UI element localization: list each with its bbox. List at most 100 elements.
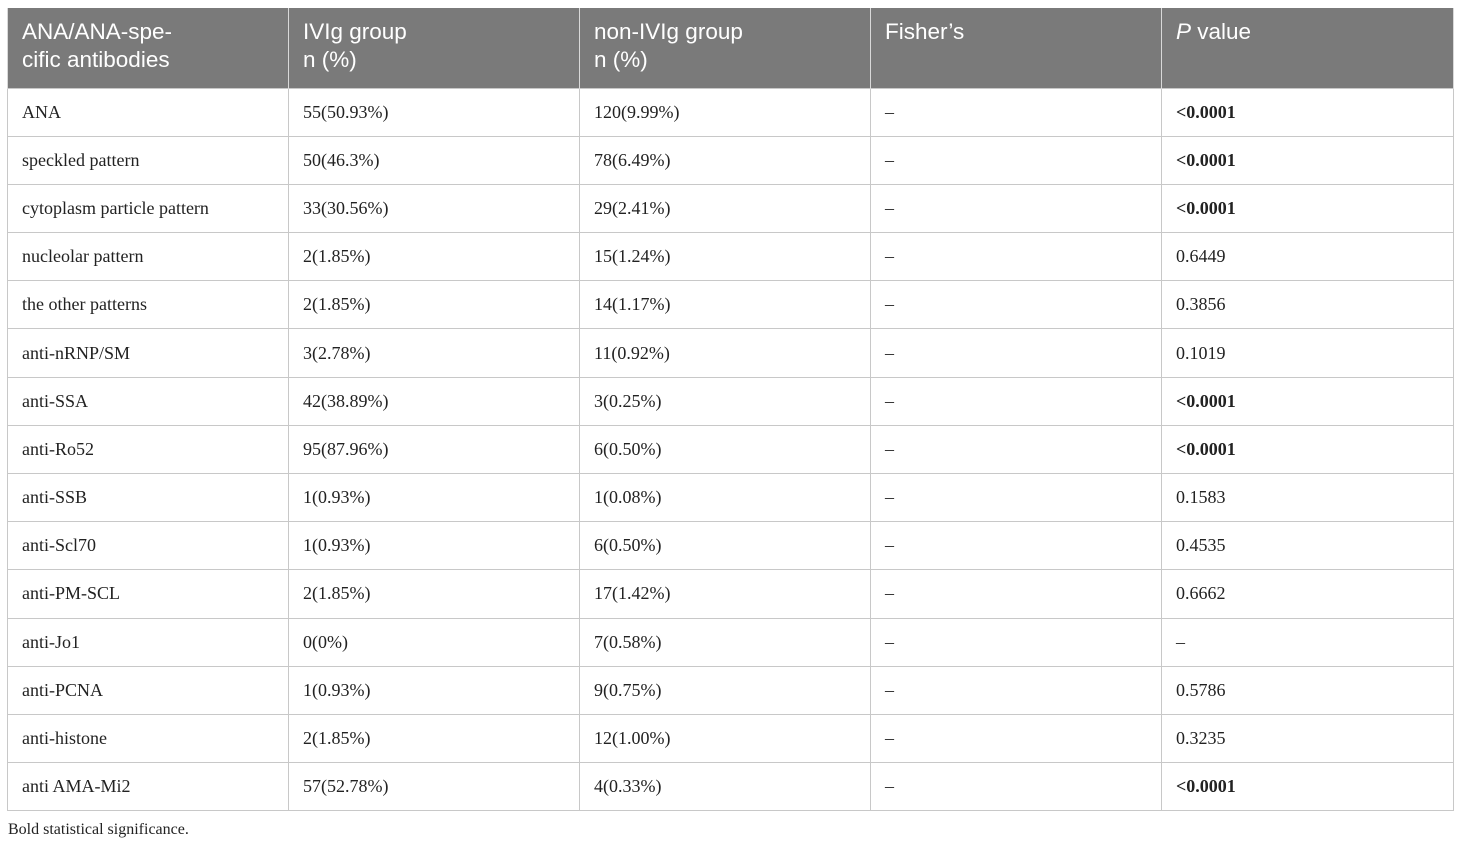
cell-antibody: cytoplasm particle pattern	[7, 183, 289, 234]
cell-ivig: 50(46.3%)	[288, 135, 580, 185]
cell-ivig: 55(50.93%)	[288, 87, 580, 137]
cell-ivig: 3(2.78%)	[288, 328, 580, 378]
table-row: anti-PCNA 1(0.93%) 9(0.75%) –0.5786	[7, 665, 1454, 715]
cell-p-value: 0.3235	[1161, 713, 1454, 764]
cell-antibody: anti-nRNP/SM	[7, 328, 289, 378]
cell-ivig: 2(1.85%)	[288, 713, 580, 764]
header-fisher: Fisher’s	[870, 8, 1162, 88]
cell-p-value: 0.6662	[1161, 569, 1454, 619]
cell-non-ivig: 11(0.92%)	[579, 328, 871, 378]
header-antibody: ANA/ANA-spe- cific antibodies	[7, 8, 289, 88]
cell-ivig: 1(0.93%)	[288, 472, 580, 523]
cell-antibody: anti-PCNA	[7, 665, 289, 715]
cell-fisher: –	[870, 87, 1162, 137]
table-row: ANA 55(50.93%) 120(9.99%) – <0.0001	[7, 87, 1454, 137]
table-footnote: Bold statistical significance.	[8, 821, 189, 838]
cell-fisher: –	[870, 183, 1162, 234]
cell-p-value: <0.0001	[1161, 762, 1454, 812]
antibody-table: ANA/ANA-spe- cific antibodies IVIg group…	[7, 8, 1454, 812]
cell-p-value: <0.0001	[1161, 87, 1454, 137]
table-row: anti-Scl70 1(0.93%) 6(0.50%) –0.4535	[7, 521, 1454, 571]
cell-non-ivig: 9(0.75%)	[579, 665, 871, 715]
cell-p-value: <0.0001	[1161, 183, 1454, 234]
cell-ivig: 0(0%)	[288, 617, 580, 667]
cell-non-ivig: 17(1.42%)	[579, 569, 871, 619]
cell-fisher: –	[870, 280, 1162, 330]
cell-non-ivig: 3(0.25%)	[579, 376, 871, 426]
table-row: speckled pattern 50(46.3%) 78(6.49%) – <0.00…	[7, 135, 1454, 185]
cell-antibody: anti-SSB	[7, 472, 289, 523]
cell-non-ivig: 4(0.33%)	[579, 762, 871, 812]
cell-p-value: –	[1161, 617, 1454, 667]
table-body: ANA 55(50.93%) 120(9.99%) – <0.0001 speckled …	[7, 87, 1454, 812]
cell-ivig: 2(1.85%)	[288, 232, 580, 282]
header-p-suffix: value	[1191, 19, 1252, 44]
cell-antibody: anti-Scl70	[7, 521, 289, 571]
cell-antibody: ANA	[7, 87, 289, 137]
cell-p-value: 0.1019	[1161, 328, 1454, 378]
cell-p-value: <0.0001	[1161, 135, 1454, 185]
header-row: ANA/ANA-spe- cific antibodies IVIg group…	[7, 8, 1454, 88]
cell-antibody: anti-PM-SCL	[7, 569, 289, 619]
cell-non-ivig: 29(2.41%)	[579, 183, 871, 234]
table-row: anti-Ro52 95(87.96%) 6(0.50%) – <0.0001	[7, 424, 1454, 475]
table-row: anti-Jo1 0(0%) 7(0.58%) – –	[7, 617, 1454, 667]
cell-antibody: anti-SSA	[7, 376, 289, 426]
table-row: anti-PM-SCL 2(1.85%) 17(1.42%) –0.6662	[7, 569, 1454, 619]
header-p-letter: P	[1176, 19, 1192, 44]
table-row: the other patterns 2(1.85%) 14(1.17%) –0.38…	[7, 280, 1454, 330]
cell-fisher: –	[870, 569, 1162, 619]
cell-fisher: –	[870, 328, 1162, 378]
header-p-value: P value	[1161, 8, 1454, 88]
cell-p-value: 0.6449	[1161, 232, 1454, 282]
cell-antibody: anti AMA-Mi2	[7, 762, 289, 812]
table-header: ANA/ANA-spe- cific antibodies IVIg group…	[7, 8, 1454, 88]
cell-non-ivig: 15(1.24%)	[579, 232, 871, 282]
table-row: anti-SSA 42(38.89%) 3(0.25%) – <0.0001	[7, 376, 1454, 426]
cell-p-value: <0.0001	[1161, 424, 1454, 475]
cell-ivig: 2(1.85%)	[288, 569, 580, 619]
cell-ivig: 1(0.93%)	[288, 521, 580, 571]
cell-ivig: 57(52.78%)	[288, 762, 580, 812]
cell-non-ivig: 120(9.99%)	[579, 87, 871, 137]
cell-fisher: –	[870, 376, 1162, 426]
cell-p-value: 0.3856	[1161, 280, 1454, 330]
cell-ivig: 42(38.89%)	[288, 376, 580, 426]
cell-p-value: 0.1583	[1161, 472, 1454, 523]
table-row: anti-nRNP/SM 3(2.78%) 11(0.92%) –0.1019	[7, 328, 1454, 378]
cell-fisher: –	[870, 424, 1162, 475]
cell-antibody: nucleolar pattern	[7, 232, 289, 282]
header-non-ivig-group: non-IVIg group n (%)	[579, 8, 871, 88]
cell-ivig: 33(30.56%)	[288, 183, 580, 234]
cell-ivig: 2(1.85%)	[288, 280, 580, 330]
cell-fisher: –	[870, 762, 1162, 812]
cell-non-ivig: 6(0.50%)	[579, 521, 871, 571]
cell-fisher: –	[870, 135, 1162, 185]
header-ivig-group: IVIg group n (%)	[288, 8, 580, 88]
table-row: anti-SSB 1(0.93%) 1(0.08%) –0.1583	[7, 472, 1454, 523]
table-row: anti-histone 2(1.85%) 12(1.00%) –0.3235	[7, 713, 1454, 764]
cell-fisher: –	[870, 472, 1162, 523]
results-table-container: ANA/ANA-spe- cific antibodies IVIg group…	[7, 8, 1454, 812]
cell-ivig: 95(87.96%)	[288, 424, 580, 475]
cell-p-value: 0.5786	[1161, 665, 1454, 715]
cell-non-ivig: 7(0.58%)	[579, 617, 871, 667]
cell-antibody: anti-Jo1	[7, 617, 289, 667]
cell-antibody: speckled pattern	[7, 135, 289, 185]
cell-fisher: –	[870, 665, 1162, 715]
cell-ivig: 1(0.93%)	[288, 665, 580, 715]
table-row: anti AMA-Mi2 57(52.78%) 4(0.33%) – <0.0001	[7, 762, 1454, 812]
cell-p-value: <0.0001	[1161, 376, 1454, 426]
cell-non-ivig: 6(0.50%)	[579, 424, 871, 475]
cell-antibody: anti-histone	[7, 713, 289, 764]
cell-fisher: –	[870, 521, 1162, 571]
cell-fisher: –	[870, 713, 1162, 764]
cell-fisher: –	[870, 232, 1162, 282]
cell-antibody: the other patterns	[7, 280, 289, 330]
cell-antibody: anti-Ro52	[7, 424, 289, 475]
cell-fisher: –	[870, 617, 1162, 667]
cell-p-value: 0.4535	[1161, 521, 1454, 571]
table-row: cytoplasm particle pattern 33(30.56%) 29(2…	[7, 183, 1454, 234]
cell-non-ivig: 12(1.00%)	[579, 713, 871, 764]
cell-non-ivig: 78(6.49%)	[579, 135, 871, 185]
